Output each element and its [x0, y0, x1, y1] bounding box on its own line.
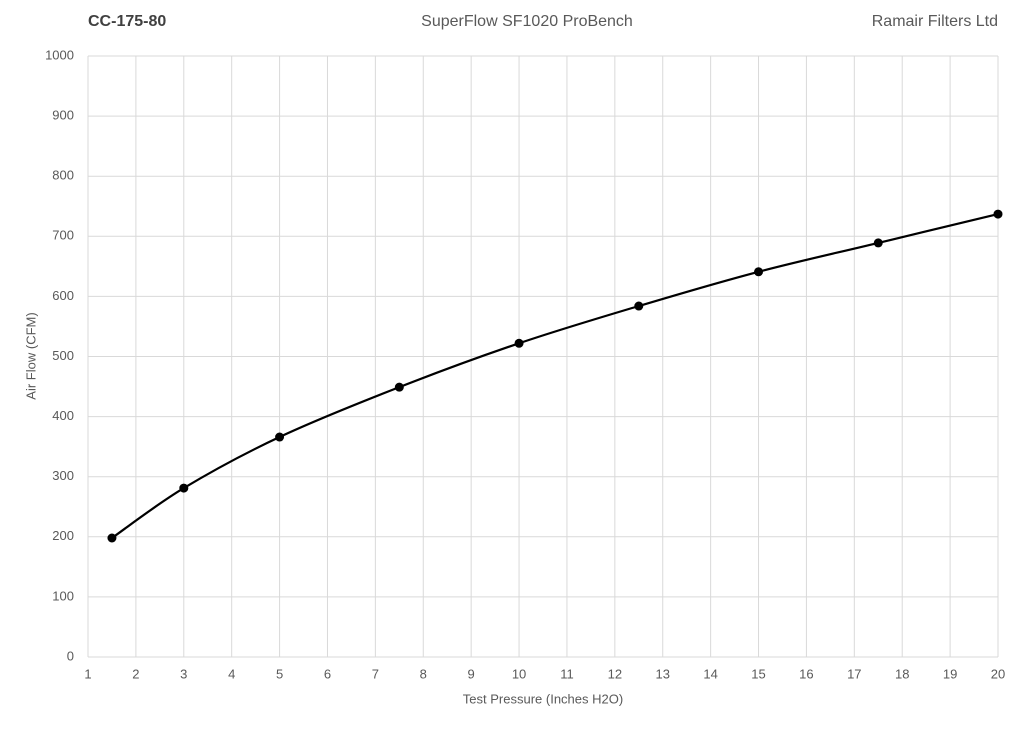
- x-tick-label: 18: [895, 666, 909, 681]
- x-tick-label: 9: [468, 666, 475, 681]
- chart-code: CC-175-80: [88, 13, 166, 30]
- point: [873, 238, 883, 248]
- point: [993, 209, 1003, 219]
- x-tick-label: 1: [84, 666, 91, 681]
- y-axis-label: Air Flow (CFM): [23, 312, 38, 399]
- x-tick-label: 19: [943, 666, 957, 681]
- x-tick-label: 5: [276, 666, 283, 681]
- x-tick-label: 12: [608, 666, 622, 681]
- y-tick-label: 400: [52, 408, 74, 423]
- y-tick-label: 200: [52, 528, 74, 543]
- x-tick-label: 16: [799, 666, 813, 681]
- x-tick-label: 6: [324, 666, 331, 681]
- y-tick-label: 300: [52, 468, 74, 483]
- chart-title: SuperFlow SF1020 ProBench: [421, 13, 633, 30]
- y-tick-label: 1000: [45, 47, 74, 62]
- point: [107, 533, 117, 543]
- y-tick-label: 100: [52, 588, 74, 603]
- x-tick-label: 11: [560, 666, 574, 681]
- y-tick-label: 900: [52, 108, 74, 123]
- point: [275, 432, 285, 442]
- x-tick-label: 20: [991, 666, 1005, 681]
- x-tick-label: 13: [656, 666, 670, 681]
- y-tick-label: 700: [52, 228, 74, 243]
- chart-company: Ramair Filters Ltd: [872, 13, 998, 30]
- x-tick-label: 2: [132, 666, 139, 681]
- x-tick-label: 3: [180, 666, 187, 681]
- x-axis-label: Test Pressure (Inches H2O): [463, 691, 623, 706]
- y-tick-label: 800: [52, 168, 74, 183]
- series-line: [111, 212, 999, 539]
- x-tick-label: 7: [372, 666, 379, 681]
- y-tick-label: 500: [52, 348, 74, 363]
- y-tick-label: 0: [67, 648, 74, 663]
- point: [634, 301, 644, 311]
- point: [754, 267, 764, 277]
- x-tick-label: 8: [420, 666, 427, 681]
- point: [514, 338, 524, 348]
- x-tick-label: 4: [228, 666, 235, 681]
- point: [179, 483, 189, 493]
- x-tick-label: 15: [751, 666, 765, 681]
- x-tick-label: 14: [703, 666, 717, 681]
- x-tick-label: 17: [847, 666, 861, 681]
- point: [394, 382, 404, 392]
- y-tick-label: 600: [52, 288, 74, 303]
- x-tick-label: 10: [512, 666, 526, 681]
